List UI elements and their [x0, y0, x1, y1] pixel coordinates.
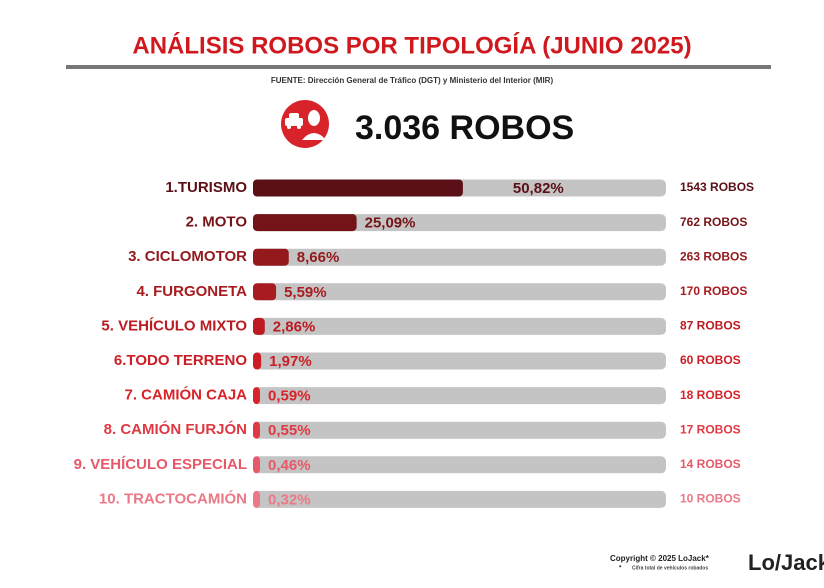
thief-icon [281, 100, 329, 148]
category-label: 2. MOTO [186, 214, 248, 231]
count-label: 14 ROBOS [680, 457, 741, 471]
category-label: 9. VEHÍCULO ESPECIAL [74, 456, 247, 473]
divider [66, 65, 771, 69]
bar-track [253, 456, 666, 474]
category-label: 7. CAMIÓN CAJA [124, 386, 247, 404]
value-label: 0,32% [268, 491, 311, 508]
bar [253, 456, 260, 474]
value-label: 0,59% [268, 388, 311, 405]
value-label: 5,59% [284, 284, 327, 301]
bar [253, 283, 277, 301]
category-label: 6.TODO TERRENO [114, 352, 247, 369]
bar-track [253, 421, 666, 439]
bar [253, 352, 262, 370]
count-label: 762 ROBOS [680, 215, 747, 229]
bar [253, 490, 260, 508]
count-label: 18 ROBOS [680, 388, 741, 402]
bar-track [253, 317, 666, 335]
count-label: 1543 ROBOS [680, 180, 754, 194]
value-label: 0,55% [268, 422, 311, 439]
count-label: 87 ROBOS [680, 319, 741, 333]
bar [253, 248, 289, 266]
category-label: 3. CICLOMOTOR [128, 248, 247, 265]
category-label: 1.TURISMO [165, 179, 247, 196]
bar-track [253, 352, 666, 370]
value-label: 2,86% [273, 318, 316, 335]
copyright: Copyright © 2025 LoJack* [610, 554, 710, 563]
bar [253, 214, 357, 232]
category-label: 8. CAMIÓN FURJÓN [104, 420, 247, 438]
count-label: 17 ROBOS [680, 422, 741, 436]
bar-track [253, 248, 666, 266]
bar [253, 421, 260, 439]
count-label: 170 ROBOS [680, 284, 747, 298]
total: 3.036 ROBOS [355, 109, 574, 147]
count-label: 60 ROBOS [680, 353, 741, 367]
count-label: 263 ROBOS [680, 249, 747, 263]
category-label: 10. TRACTOCAMIÓN [99, 489, 247, 507]
category-label: 4. FURGONETA [136, 283, 247, 300]
bar [253, 387, 260, 405]
logo: Lo/Jack [748, 550, 824, 575]
value-label: 1,97% [269, 353, 312, 370]
bar [253, 317, 265, 335]
value-label: 50,82% [513, 180, 564, 197]
count-label: 10 ROBOS [680, 492, 741, 506]
footnote-mark: * [619, 566, 622, 572]
bar [253, 179, 463, 197]
bar-track [253, 283, 666, 301]
value-label: 25,09% [365, 215, 416, 232]
value-label: 8,66% [297, 249, 340, 266]
chart-title: ANÁLISIS ROBOS POR TIPOLOGÍA (JUNIO 2025… [132, 31, 691, 59]
category-label: 5. VEHÍCULO MIXTO [101, 317, 247, 334]
source: FUENTE: Dirección General de Tráfico (DG… [271, 76, 554, 85]
bar-track [253, 490, 666, 508]
footnote: Cifra total de vehículos robados [632, 565, 708, 571]
value-label: 0,46% [268, 457, 311, 474]
bar-track [253, 387, 666, 405]
